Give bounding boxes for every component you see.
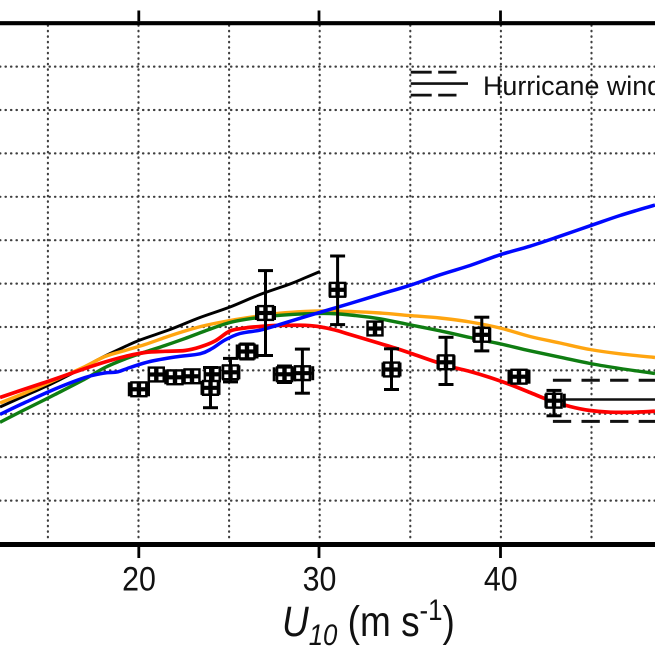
svg-text:Hurricane wind: Hurricane wind <box>483 71 655 101</box>
svg-text:40: 40 <box>484 560 518 598</box>
svg-text:U10 (m s-1): U10 (m s-1) <box>282 593 455 651</box>
svg-text:20: 20 <box>122 560 156 598</box>
svg-text:30: 30 <box>303 560 337 598</box>
